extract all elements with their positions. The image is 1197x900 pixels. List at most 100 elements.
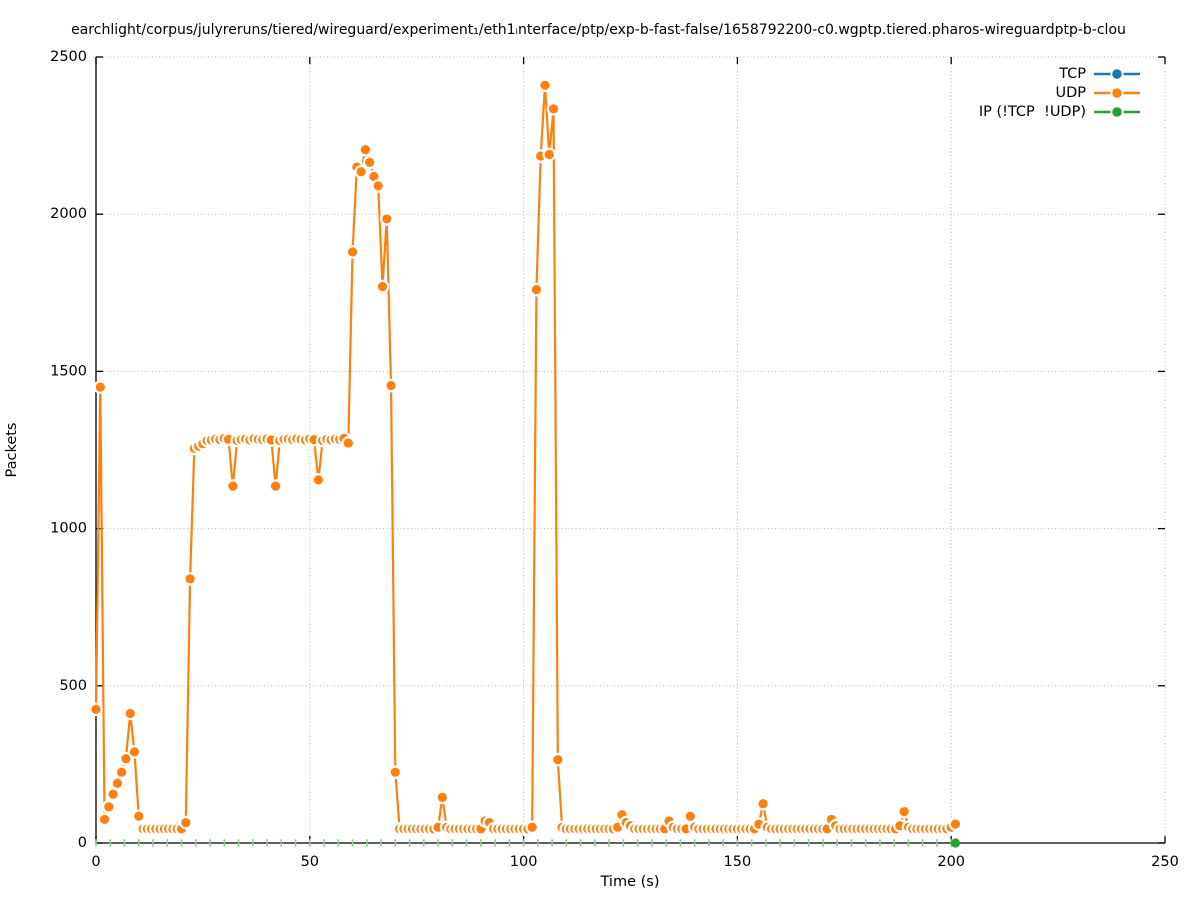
- data-point: [117, 767, 127, 777]
- data-point: [950, 819, 961, 829]
- baseline-point-dash: [693, 839, 696, 847]
- baseline-point-dash: [622, 839, 625, 847]
- data-point: [685, 811, 695, 821]
- legend-row-ip: IP (!TCP !UDP): [979, 104, 1140, 120]
- x-tick-label: 0: [91, 854, 100, 870]
- baseline-point-dash: [651, 839, 653, 847]
- legend: TCP UDP IP (!TCP !UDP): [979, 66, 1140, 120]
- baseline-point-dash: [423, 839, 425, 847]
- baseline-point-dash: [765, 839, 767, 847]
- baseline-point-dash: [152, 839, 154, 847]
- baseline-point-dash: [679, 839, 682, 847]
- baseline-point-dash: [237, 839, 240, 847]
- baseline-point-dash: [137, 839, 140, 847]
- baseline-point-dash: [351, 839, 354, 847]
- baseline-point-dash: [750, 839, 753, 847]
- baseline-point-dash: [109, 839, 112, 847]
- baseline-point-dash: [665, 839, 667, 847]
- data-point: [347, 247, 358, 257]
- data-point: [99, 814, 110, 825]
- baseline-point-dash: [921, 839, 924, 847]
- baseline-point-dash: [722, 839, 724, 847]
- x-tick-label: 100: [510, 854, 538, 870]
- baseline-point-dash: [266, 839, 268, 847]
- baseline-point-dash: [294, 839, 297, 847]
- baseline-point-dash: [480, 839, 482, 847]
- baseline-point-dash: [508, 839, 511, 847]
- data-point: [531, 285, 542, 295]
- baseline-point-dash: [551, 839, 553, 847]
- data-point: [108, 789, 118, 799]
- data-point: [181, 817, 191, 828]
- baseline-point-dash: [736, 839, 739, 847]
- baseline-point-dash: [380, 839, 382, 847]
- legend-label-tcp: TCP: [1058, 66, 1086, 82]
- chart-title: earchlight/corpus/julyreruns/tiered/wire…: [71, 22, 1126, 38]
- data-point: [95, 382, 105, 392]
- legend-dot-tcp-icon: [1112, 69, 1122, 79]
- data-point: [382, 214, 392, 224]
- data-point: [343, 438, 353, 448]
- legend-row-tcp: TCP: [1058, 66, 1140, 82]
- data-point: [185, 574, 195, 584]
- baseline-point-dash: [95, 839, 97, 847]
- data-point: [540, 80, 550, 90]
- baseline-point-dash: [180, 839, 183, 847]
- x-tick-label: 200: [937, 854, 965, 870]
- grid: [96, 56, 1166, 843]
- baseline-point-dash: [850, 839, 853, 847]
- data-point: [527, 822, 537, 832]
- baseline-point-dash: [779, 839, 781, 847]
- legend-label-ip: IP (!TCP !UDP): [979, 104, 1086, 120]
- x-tick-label: 150: [724, 854, 752, 870]
- baseline-point-dash: [594, 839, 596, 847]
- data-point: [899, 806, 909, 817]
- data-point: [270, 481, 281, 491]
- data-point: [553, 755, 563, 765]
- baseline-point-dash: [822, 839, 824, 847]
- baseline-point-dash: [366, 839, 368, 847]
- baseline-point-dash: [223, 839, 226, 847]
- baseline-point-dash: [394, 839, 397, 847]
- baseline-point-dash: [608, 839, 610, 847]
- data-point: [360, 145, 370, 155]
- baseline-point-dash: [280, 839, 283, 847]
- y-tick-label: 1500: [50, 363, 87, 379]
- data-point: [125, 708, 135, 719]
- data-point: [313, 475, 323, 485]
- data-point: [390, 767, 400, 777]
- baseline-point-dash: [836, 839, 838, 847]
- baseline-point-dash: [537, 839, 539, 847]
- baseline-point-dash: [708, 839, 710, 847]
- data-point: [548, 104, 559, 114]
- baseline-point-dash: [494, 839, 496, 847]
- x-tick-label: 250: [1151, 854, 1179, 870]
- baseline-point-dash: [166, 839, 169, 847]
- baseline-point-dash: [323, 839, 325, 847]
- data-point: [950, 838, 961, 848]
- data-point: [228, 481, 238, 491]
- y-tick-label: 2500: [50, 49, 87, 65]
- baseline-point-dash: [793, 839, 796, 847]
- series: [89, 78, 963, 848]
- baseline-point-dash: [807, 839, 810, 847]
- baseline-point-dash: [936, 839, 938, 847]
- legend-label-udp: UDP: [1055, 85, 1086, 101]
- data-point: [377, 281, 388, 292]
- x-axis-title: Time (s): [600, 874, 660, 890]
- baseline-point-dash: [194, 839, 197, 847]
- baseline-point-dash: [465, 839, 468, 847]
- legend-row-udp: UDP: [1055, 85, 1140, 101]
- baseline-point-dash: [522, 839, 525, 847]
- y-axis-title: Packets: [4, 423, 20, 478]
- y-tick-label: 0: [78, 835, 87, 851]
- baseline-point-dash: [408, 839, 411, 847]
- baseline-point-dash: [565, 839, 568, 847]
- data-point: [112, 778, 122, 788]
- baseline-point-dash: [451, 839, 454, 847]
- series-line: [94, 84, 957, 830]
- legend-dot-udp-icon: [1112, 88, 1122, 98]
- data-point: [369, 171, 379, 182]
- baseline-point-dash: [209, 839, 211, 847]
